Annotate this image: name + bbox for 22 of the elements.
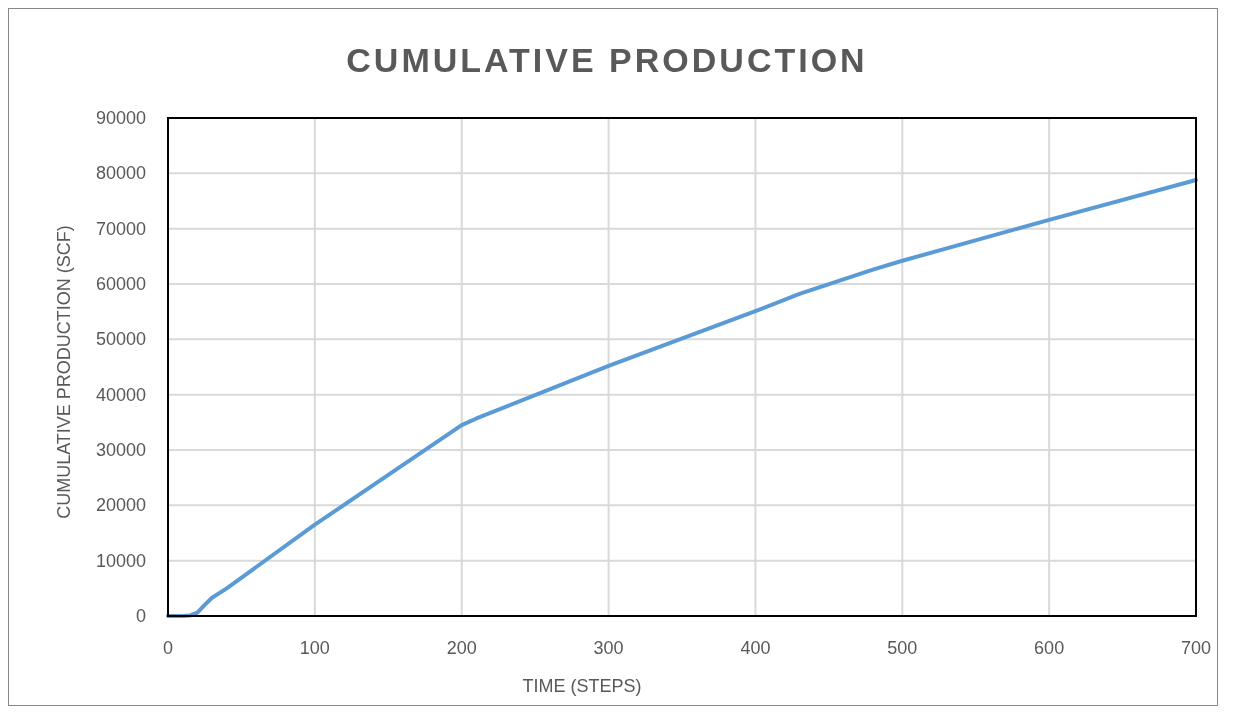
y-tick-label: 0 <box>135 606 146 626</box>
line-series <box>166 177 1198 618</box>
y-tick-label: 80000 <box>95 163 146 184</box>
y-axis-title: CUMULATIVE PRODUCTION (SCF) <box>54 225 74 519</box>
x-tick-label: 700 <box>1180 638 1212 658</box>
y-tick-label: 30000 <box>95 440 146 460</box>
y-tick-label: 20000 <box>95 495 146 516</box>
y-tick-label: 60000 <box>95 274 146 294</box>
x-axis-title: TIME (STEPS) <box>522 676 642 696</box>
y-tick-label: 50000 <box>95 329 146 350</box>
x-tick-label: 0 <box>162 638 174 658</box>
y-tick-label: 90000 <box>95 108 146 128</box>
y-tick-label: 10000 <box>95 550 146 571</box>
x-tick-label: 200 <box>446 638 477 658</box>
x-tick-label: 500 <box>887 638 918 658</box>
x-tick-label: 300 <box>593 638 624 658</box>
x-tick-label: 400 <box>740 638 771 658</box>
y-tick-label: 70000 <box>95 218 146 239</box>
x-tick-label: 100 <box>299 638 330 658</box>
x-tick-label: 600 <box>1034 638 1065 658</box>
chart-title: CUMULATIVE PRODUCTION <box>346 41 868 79</box>
y-tick-label: 40000 <box>95 384 146 405</box>
